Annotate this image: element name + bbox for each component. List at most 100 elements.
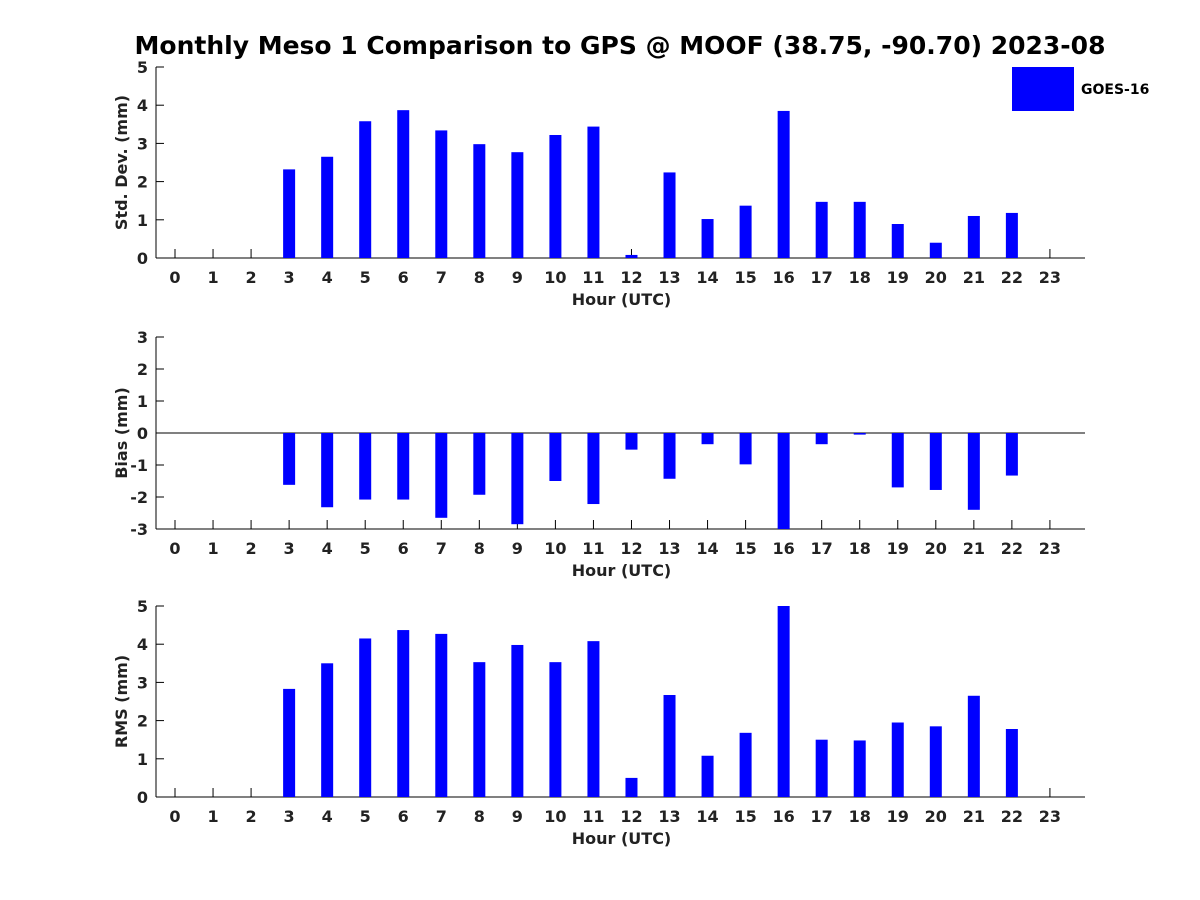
- std-dev-bar: [740, 206, 752, 258]
- bias-bar: [397, 433, 409, 500]
- rms-x-tick-label: 19: [887, 807, 909, 826]
- std-dev-bar: [283, 169, 295, 258]
- std-dev-x-tick-label: 16: [773, 268, 795, 287]
- rms-x-tick-label: 20: [925, 807, 947, 826]
- std-dev-bar: [625, 255, 637, 258]
- rms-x-tick-label: 13: [658, 807, 680, 826]
- rms-x-tick-label: 8: [474, 807, 485, 826]
- std-dev-x-tick-label: 0: [169, 268, 180, 287]
- bias-bar: [625, 433, 637, 450]
- std-dev-x-tick-label: 21: [963, 268, 985, 287]
- rms-x-tick-label: 0: [169, 807, 180, 826]
- std-dev-bar: [778, 111, 790, 258]
- std-dev-bar: [892, 224, 904, 258]
- rms-bar: [664, 695, 676, 797]
- std-dev-bar: [359, 121, 371, 258]
- legend: GOES-16: [1012, 67, 1149, 111]
- std-dev-bar: [930, 243, 942, 258]
- bias-x-tick-label: 22: [1001, 539, 1023, 558]
- rms-y-tick-label: 3: [137, 673, 148, 692]
- rms-x-tick-label: 1: [207, 807, 218, 826]
- rms-y-tick-label: 4: [137, 635, 148, 654]
- std-dev-x-tick-label: 3: [284, 268, 295, 287]
- bias-bar: [854, 433, 866, 435]
- std-dev-bar: [511, 152, 523, 258]
- bias-x-tick-label: 15: [734, 539, 756, 558]
- std-dev-x-tick-label: 8: [474, 268, 485, 287]
- bias-bar: [587, 433, 599, 504]
- rms-x-tick-label: 23: [1039, 807, 1061, 826]
- rms-y-tick-label: 5: [137, 597, 148, 616]
- rms-bar: [702, 756, 714, 797]
- bias-x-tick-label: 4: [322, 539, 333, 558]
- rms-x-tick-label: 2: [246, 807, 257, 826]
- bias-bar: [930, 433, 942, 490]
- bias-y-tick-label: 3: [137, 328, 148, 347]
- legend-label: GOES-16: [1081, 82, 1149, 98]
- std-dev-bar: [587, 127, 599, 258]
- std-dev-x-tick-label: 18: [849, 268, 871, 287]
- std-dev-x-tick-label: 11: [582, 268, 604, 287]
- rms-bar: [1006, 729, 1018, 797]
- rms-bar: [778, 606, 790, 797]
- std-dev-x-tick-label: 17: [811, 268, 833, 287]
- bias-y-tick-label: -1: [130, 456, 148, 475]
- bias-y-tick-label: -3: [130, 520, 148, 539]
- rms-x-tick-label: 11: [582, 807, 604, 826]
- std-dev-y-tick-label: 3: [137, 134, 148, 153]
- rms-x-tick-label: 22: [1001, 807, 1023, 826]
- rms-bar: [625, 778, 637, 797]
- bias-x-tick-label: 23: [1039, 539, 1061, 558]
- bias-bar: [321, 433, 333, 507]
- std-dev-bar: [549, 135, 561, 258]
- bias-x-tick-label: 0: [169, 539, 180, 558]
- std-dev-x-tick-label: 14: [696, 268, 718, 287]
- bias-bar: [968, 433, 980, 510]
- rms-x-tick-label: 15: [734, 807, 756, 826]
- rms-x-axis-label: Hour (UTC): [572, 829, 672, 848]
- bias-y-tick-label: 2: [137, 360, 148, 379]
- chart-figure: Monthly Meso 1 Comparison to GPS @ MOOF …: [0, 0, 1200, 900]
- rms-x-tick-label: 3: [284, 807, 295, 826]
- bias-x-tick-label: 7: [436, 539, 447, 558]
- std-dev-x-tick-label: 12: [620, 268, 642, 287]
- bias-x-axis-label: Hour (UTC): [572, 561, 672, 580]
- std-dev-y-tick-label: 2: [137, 173, 148, 192]
- std-dev-y-tick-label: 5: [137, 58, 148, 77]
- std-dev-x-axis-label: Hour (UTC): [572, 290, 672, 309]
- bias-x-tick-label: 5: [360, 539, 371, 558]
- bias-x-tick-label: 14: [696, 539, 718, 558]
- std-dev-y-tick-label: 0: [137, 249, 148, 268]
- std-dev-x-tick-label: 22: [1001, 268, 1023, 287]
- rms-x-tick-label: 5: [360, 807, 371, 826]
- bias-x-tick-label: 9: [512, 539, 523, 558]
- bias-x-tick-label: 21: [963, 539, 985, 558]
- rms-x-tick-label: 21: [963, 807, 985, 826]
- bias-x-tick-label: 18: [849, 539, 871, 558]
- rms-bar: [321, 663, 333, 797]
- bias-bar: [283, 433, 295, 485]
- rms-bar: [511, 645, 523, 797]
- std-dev-x-tick-label: 5: [360, 268, 371, 287]
- std-dev-bar: [664, 172, 676, 258]
- std-dev-x-tick-label: 9: [512, 268, 523, 287]
- bias-x-tick-label: 13: [658, 539, 680, 558]
- std-dev-x-tick-label: 2: [246, 268, 257, 287]
- bias-x-tick-label: 17: [811, 539, 833, 558]
- bias-x-tick-label: 11: [582, 539, 604, 558]
- bias-bar: [511, 433, 523, 524]
- bias-x-tick-label: 6: [398, 539, 409, 558]
- std-dev-bar: [435, 130, 447, 258]
- bias-x-tick-label: 2: [246, 539, 257, 558]
- bias-bar: [664, 433, 676, 479]
- legend-swatch: [1012, 67, 1074, 111]
- bias-y-tick-label: 1: [137, 392, 148, 411]
- bias-y-axis-label: Bias (mm): [112, 387, 131, 479]
- std-dev-x-tick-label: 4: [322, 268, 333, 287]
- rms-x-tick-label: 18: [849, 807, 871, 826]
- rms-x-tick-label: 14: [696, 807, 718, 826]
- bias-x-tick-label: 20: [925, 539, 947, 558]
- bias-bar: [359, 433, 371, 500]
